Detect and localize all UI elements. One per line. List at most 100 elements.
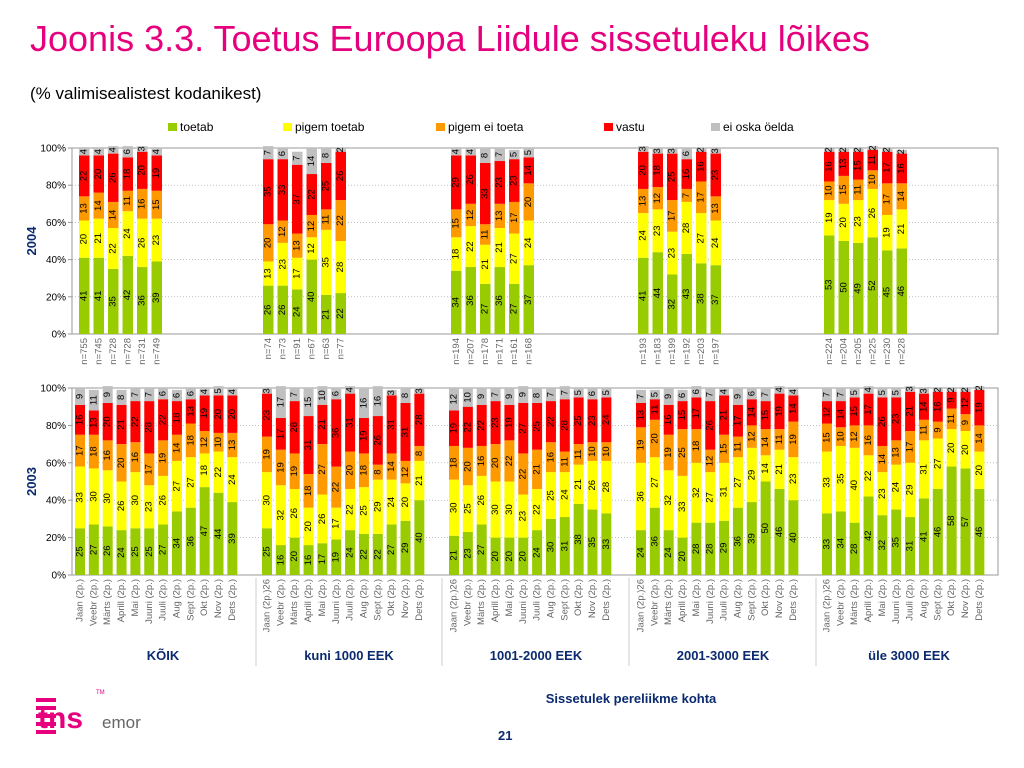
bar-value-label: 9 [476,394,487,399]
bar-value-label: 20 [960,444,971,455]
bar-segment [372,479,383,534]
bar-segment [905,462,916,518]
bar-segment [414,393,425,446]
bar-value-label: 24 [116,547,127,558]
bar-value-label: 6 [277,151,288,156]
bar-segment [137,218,148,268]
bar-value-label: 18 [303,486,314,497]
bar-segment [277,285,288,334]
bar-value-label: 5 [877,390,888,395]
bar-segment [974,488,985,575]
bar-segment [710,220,721,266]
bar-segment [400,402,411,461]
bar-value-label: 18 [652,165,663,176]
bar-segment [504,440,515,482]
x-tick-label: n=192 [681,338,692,365]
legend-swatch [168,123,177,131]
bar-value-label: 41 [79,291,90,302]
bar-segment [102,386,113,403]
bar-value-label: 46 [896,286,907,297]
bar-value-label: 14 [306,156,317,167]
bar-segment [345,393,356,452]
bar-segment [601,460,612,514]
bar-value-label: 13 [636,410,647,421]
bar-value-label: 3 [667,148,678,153]
bar-value-label: 17 [732,415,743,426]
bar-segment [835,401,846,428]
bar-value-label: 5 [213,388,224,393]
bar-segment [303,474,314,508]
legend-label: pigem toetab [295,120,365,134]
bar-value-label: 21 [896,224,907,235]
bar-value-label: 22 [462,422,473,433]
bar-segment [88,389,99,411]
bar-value-label: 16 [932,401,943,412]
bar-segment [414,388,425,394]
x-tick-label: Aug (2p.) [358,579,369,618]
bar-segment [788,500,799,575]
x-tick-label: Aprill (2p.) [677,579,688,622]
bar-segment [213,432,224,452]
x-tick-label: Dets (2p.) [414,579,425,621]
bar-value-label: 39 [746,533,757,544]
bar-value-label: 25 [462,503,473,514]
bar-value-label: 11 [853,185,864,195]
bar-segment [449,388,459,411]
bar-value-label: 2 [882,147,893,152]
bar-segment [317,543,328,575]
bar-segment [696,151,707,182]
bar-segment [158,388,169,400]
bar-value-label: 10 [213,437,224,448]
bar-segment [275,417,286,450]
x-tick-label: n=205 [853,338,864,365]
bar-value-label: 22 [345,504,356,515]
x-tick-label: Veebr (2p.) [88,579,99,626]
bar-segment [137,188,148,219]
bar-value-label: 20 [93,169,104,180]
bar-segment [746,425,757,448]
bar-value-label: 6 [171,393,182,398]
bar-segment [946,388,957,392]
bar-segment [849,397,860,426]
bar-segment [532,388,543,403]
slide-number: 21 [498,728,513,743]
bar-segment [863,455,874,497]
bar-value-label: 6 [746,391,757,396]
bar-segment [490,537,501,575]
x-tick-label: n=755 [79,338,90,365]
bar-value-label: 11 [918,425,929,435]
bar-value-label: 4 [227,389,238,394]
bar-segment [905,386,916,392]
page-subtitle: (% valimisealistest kodanikest) [30,84,262,103]
stacked-bar-chart: toetab pigem toetab pigem ei toeta vastu ei … [24,120,999,706]
bar-segment [372,416,383,465]
x-tick-label: n=745 [93,338,104,365]
bar-segment [79,155,90,197]
bar-value-label: 30 [88,491,99,502]
bar-value-label: 11 [480,230,491,240]
bar-value-label: 11 [559,457,570,467]
bar-segment [151,155,162,191]
bar-value-label: 44 [213,529,224,540]
bar-value-label: 40 [414,532,425,543]
bar-value-label: 13 [79,203,90,214]
bar-segment [960,388,971,392]
bar-value-label: 17 [275,397,286,408]
bar-value-label: 12 [705,456,716,467]
bar-segment [386,479,397,525]
bar-segment [696,263,707,334]
x-tick-label: Veebr (2p.) [649,579,660,626]
bar-value-label: 2 [824,147,835,152]
bar-value-label: 25 [573,415,584,426]
bar-value-label: 7 [263,150,274,155]
bar-segment [321,209,332,230]
bar-value-label: 32 [877,540,888,551]
bar-segment [946,391,957,409]
bar-segment [108,146,119,154]
bar-segment [171,460,182,512]
bar-segment [681,201,692,255]
bar-segment [732,436,743,458]
bar-value-label: 17 [275,429,286,440]
bar-value-label: 19 [151,168,162,179]
bar-segment [896,149,907,154]
